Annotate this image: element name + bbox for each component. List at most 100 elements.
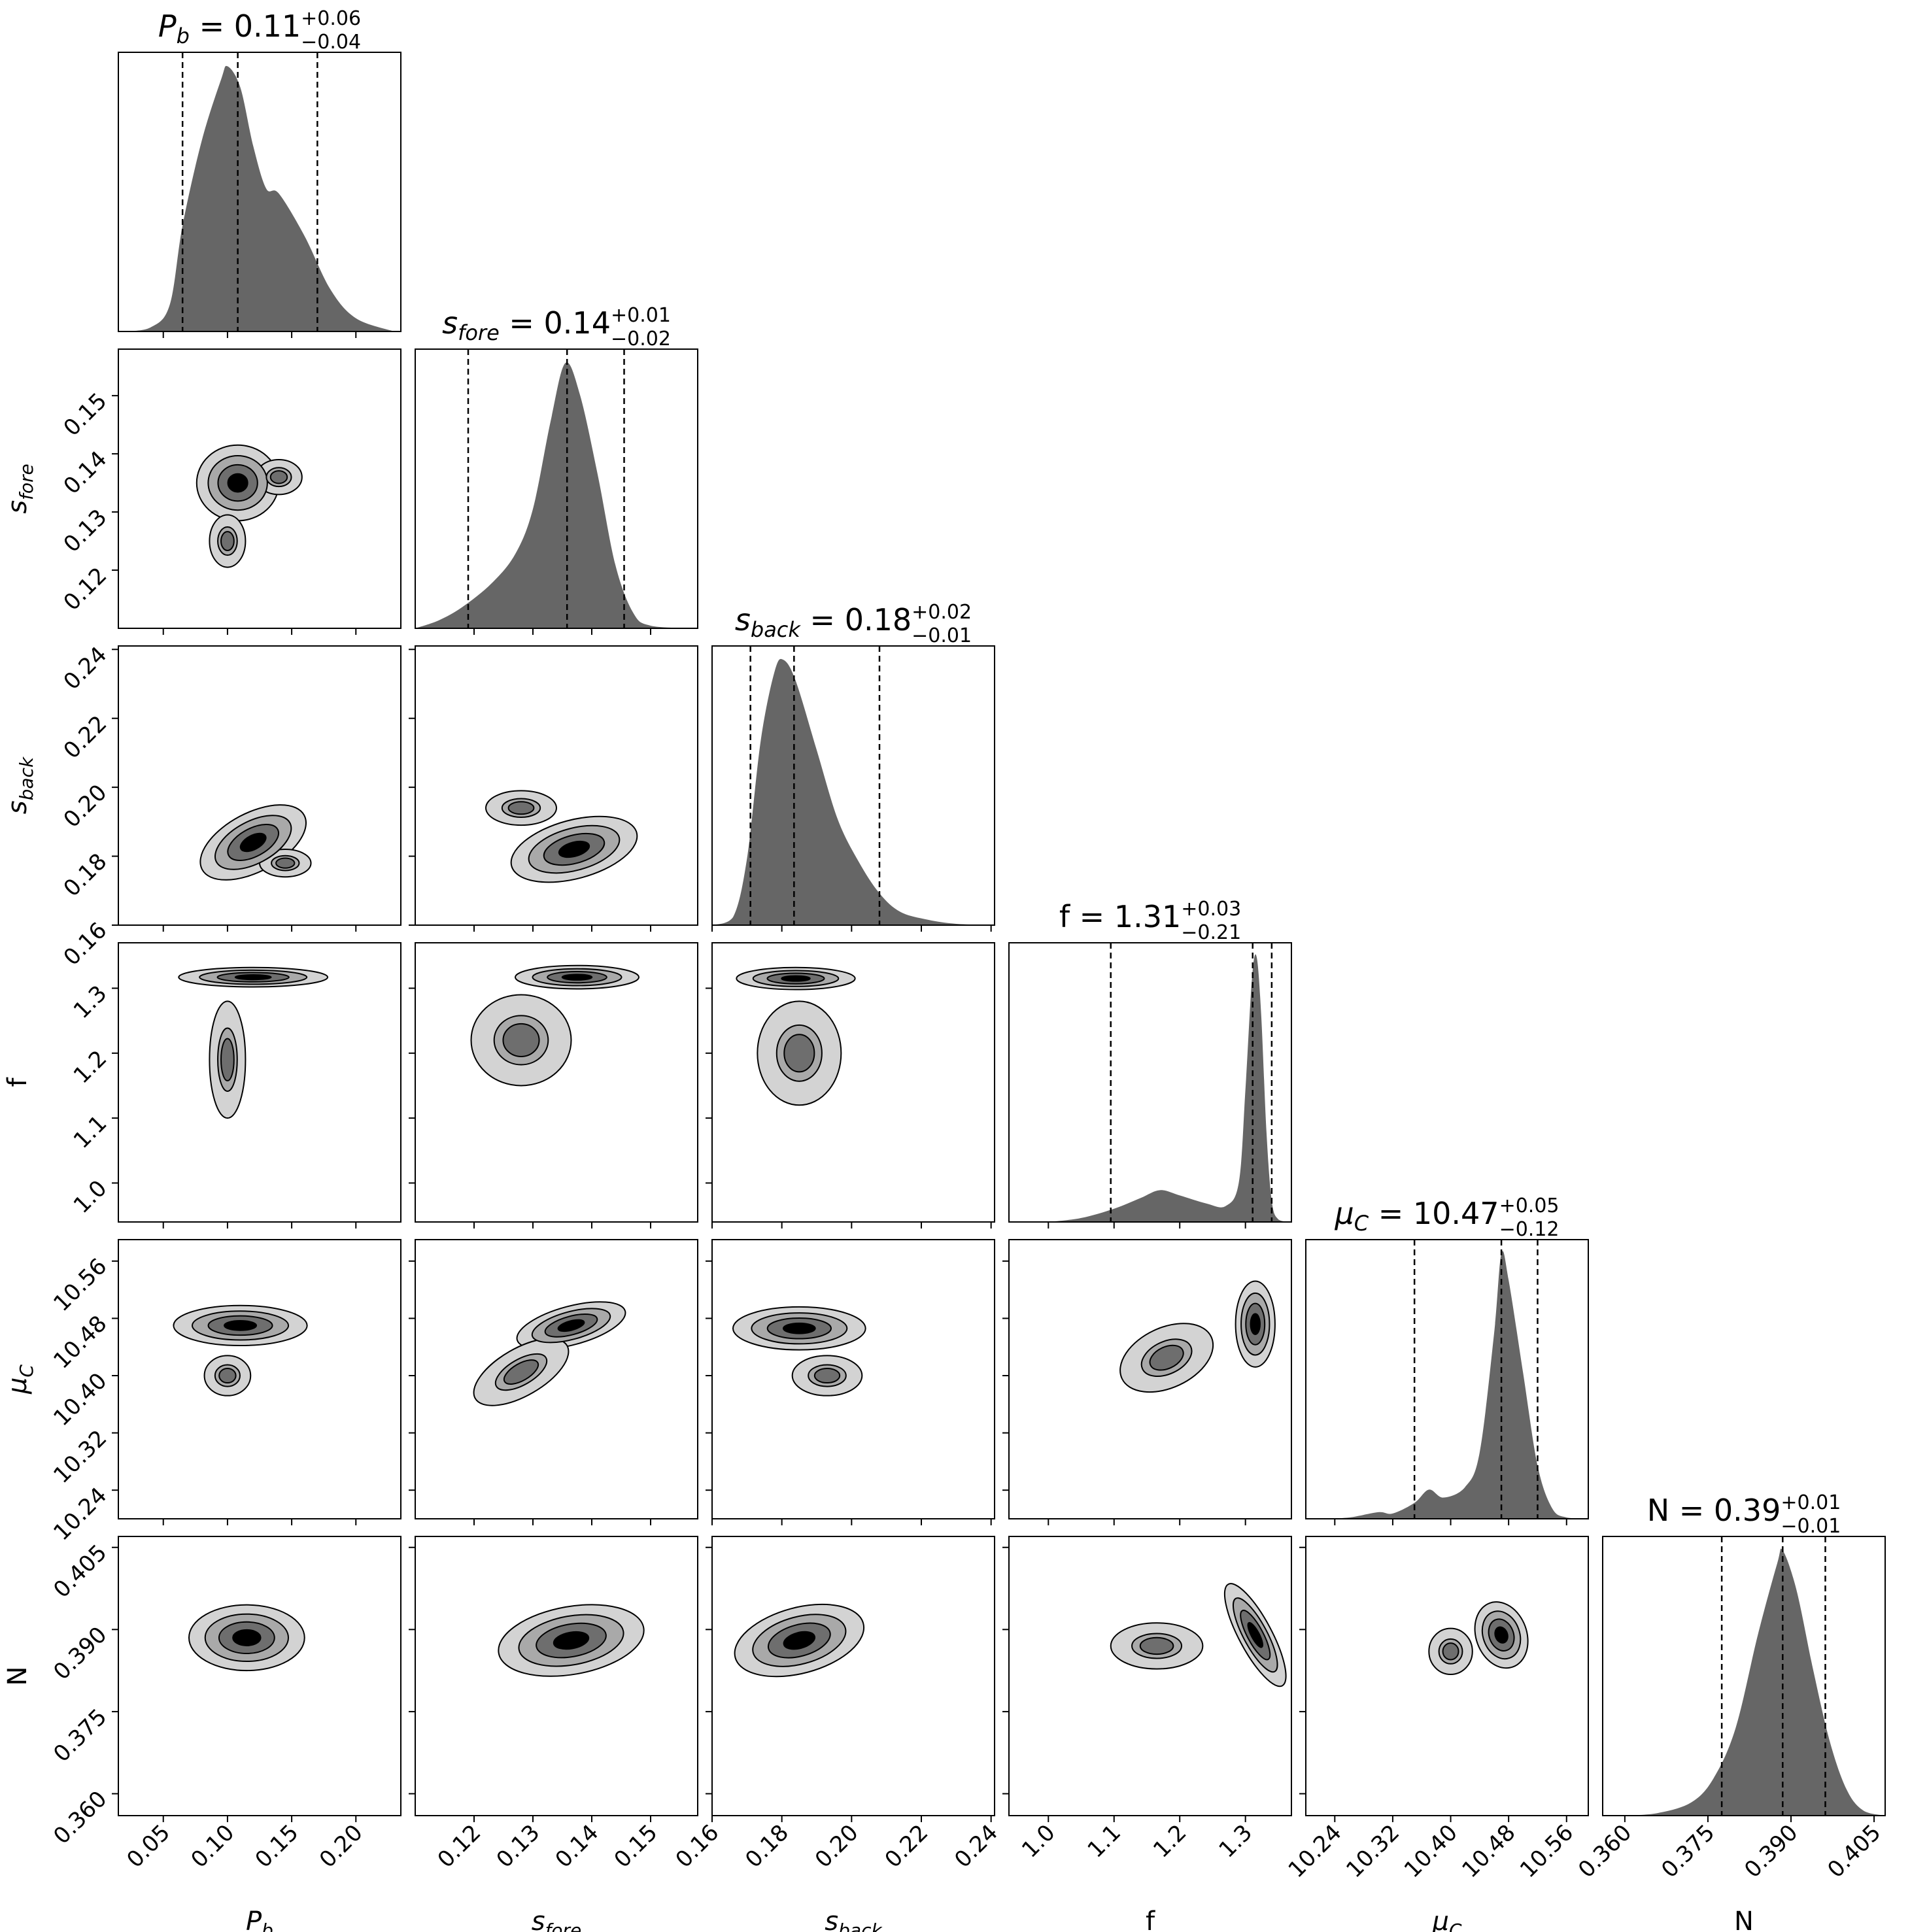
panel-muC-sfore: [409, 1239, 698, 1525]
x-axis-label-sfore: sfore: [532, 1907, 582, 1932]
panel-frame: [415, 1239, 698, 1519]
contour-level-2: [813, 1367, 841, 1384]
x-tick-label: 1.0: [1017, 1820, 1061, 1863]
axis-label-sub: fore: [545, 1920, 582, 1932]
contour-level-3: [553, 1631, 590, 1650]
x-tick-label: 0.15: [250, 1820, 304, 1873]
title-symbol-sub: fore: [458, 320, 500, 345]
title-symbol: μ: [1334, 1196, 1354, 1231]
axis-label-sub: back: [838, 1920, 883, 1932]
title-symbol: N: [1647, 1493, 1669, 1528]
x-tick-label: 10.56: [1515, 1820, 1578, 1883]
panel-muC-Pb: [112, 1239, 401, 1525]
panel-N-muC: [1299, 1536, 1589, 1822]
contour-level-3: [1494, 1626, 1509, 1644]
panel-sback-Pb: [112, 645, 401, 932]
histogram-N: [1624, 1548, 1885, 1816]
title-value: = 0.11: [190, 8, 301, 44]
panel-inner: [732, 1306, 866, 1397]
x-tick-label: 1.1: [1083, 1820, 1127, 1863]
y-tick-label: 1.3: [69, 981, 112, 1025]
panel-sback-sfore: [409, 645, 698, 932]
panel-frame: [1008, 1239, 1292, 1519]
y-tick-label: 0.18: [59, 849, 112, 902]
panel-f-sfore: [409, 942, 698, 1229]
title-minus-sfore: −0.02: [611, 328, 671, 350]
panel-frame: [1305, 1239, 1589, 1519]
histogram-muC: [1320, 1251, 1588, 1519]
x-tick-label: 0.390: [1739, 1820, 1803, 1883]
panel-f-f: [1008, 942, 1292, 1229]
contour-level-2: [1139, 1636, 1174, 1655]
x-tick-label: 0.20: [810, 1820, 864, 1873]
y-tick-label: 10.48: [48, 1311, 112, 1374]
y-tick-label: 1.1: [69, 1110, 112, 1154]
x-tick-label: 10.32: [1341, 1820, 1405, 1883]
histogram-f: [1048, 954, 1291, 1222]
panel-inner: [485, 790, 638, 883]
panel-frame: [1008, 942, 1292, 1223]
panel-frame: [415, 348, 698, 629]
x-tick-label: 10.40: [1399, 1820, 1463, 1883]
x-tick-label: 1.2: [1148, 1820, 1192, 1863]
title-symbol-sub: b: [177, 24, 190, 48]
panel-inner: [415, 349, 698, 628]
y-tick-label: 1.0: [69, 1175, 112, 1219]
panel-frame: [118, 52, 401, 332]
panel-frame: [118, 348, 401, 629]
panel-title-sback: sback = 0.18+0.02: [735, 601, 972, 642]
y-tick-label: 0.16: [59, 917, 112, 971]
panel-frame: [1305, 1536, 1589, 1816]
y-axis-label-sfore: sfore: [3, 464, 37, 514]
title-plus: +0.03: [1181, 898, 1241, 921]
axis-label-base: f: [3, 1077, 33, 1087]
panel-f-sback: [706, 942, 995, 1229]
panel-title-Pb: Pb = 0.11+0.06: [158, 7, 361, 48]
panel-inner: [473, 1301, 626, 1406]
panel-inner: [178, 966, 329, 1119]
panel-inner: [1624, 1536, 1885, 1816]
title-minus-Pb: −0.04: [301, 31, 361, 54]
x-tick-label: 0.12: [433, 1820, 486, 1873]
panel-inner: [734, 1603, 865, 1678]
panel-inner: [1048, 943, 1291, 1222]
contour-level-3: [234, 974, 272, 981]
x-tick-label: 0.22: [880, 1820, 934, 1873]
panel-inner: [1119, 1280, 1276, 1393]
title-minus-f: −0.21: [1181, 921, 1241, 944]
axis-label-base: μ: [1431, 1907, 1448, 1932]
panel-title-N: N = 0.39+0.01: [1647, 1491, 1841, 1528]
panel-frame: [1008, 1536, 1292, 1816]
y-tick-label: 0.22: [59, 711, 112, 764]
y-tick-label: 0.15: [59, 388, 112, 441]
y-tick-label: 10.40: [48, 1368, 112, 1431]
x-axis-label-f: f: [1146, 1907, 1155, 1932]
x-tick-label: 0.375: [1656, 1820, 1720, 1883]
panel-N-sback: [706, 1536, 995, 1822]
title-minus-muC: −0.12: [1499, 1218, 1560, 1241]
x-tick-label: 0.14: [551, 1820, 604, 1873]
panel-frame: [711, 1239, 995, 1519]
x-tick-label: 0.24: [949, 1820, 1003, 1873]
x-tick-label: 0.05: [122, 1820, 175, 1873]
panel-f-Pb: [112, 942, 401, 1229]
contour-level-2: [503, 1359, 539, 1385]
title-value: = 0.18: [800, 602, 912, 637]
contour-level-2: [1149, 1344, 1184, 1371]
contour-level-2: [507, 801, 535, 815]
title-value: = 0.39: [1669, 1493, 1781, 1528]
contour-level-2: [220, 531, 235, 551]
y-tick-label: 10.32: [48, 1425, 112, 1489]
panel-frame: [118, 1239, 401, 1519]
axis-label-sub: fore: [16, 464, 37, 500]
x-tick-label: 10.24: [1284, 1820, 1347, 1883]
contour-level-2: [1442, 1642, 1459, 1661]
panel-N-Pb: [112, 1536, 401, 1822]
axis-label-base: s: [3, 800, 33, 814]
title-symbol: f: [1059, 899, 1071, 934]
contour-level-2: [218, 1367, 237, 1384]
x-axis-label-Pb: Pb: [246, 1907, 273, 1932]
histogram-sfore: [415, 362, 698, 628]
title-plus: +0.01: [611, 304, 671, 327]
